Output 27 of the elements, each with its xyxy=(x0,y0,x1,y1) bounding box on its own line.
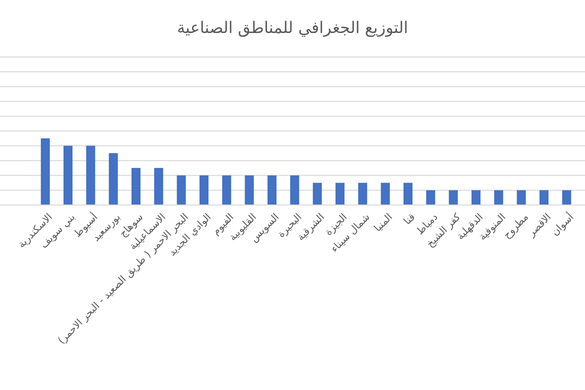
bar xyxy=(154,168,164,205)
bar xyxy=(494,190,504,205)
bar xyxy=(358,182,368,205)
bar xyxy=(244,175,254,205)
bar xyxy=(290,175,300,205)
bar xyxy=(380,182,390,205)
bar xyxy=(108,153,118,205)
bar xyxy=(132,168,140,205)
bar xyxy=(64,146,72,205)
chart-title: التوزيع الجغرافي للمناطق الصناعية xyxy=(176,18,408,37)
bar xyxy=(200,175,208,205)
x-tick-label: قنا xyxy=(402,212,418,228)
x-tick-label: المنيا xyxy=(372,212,395,234)
bar xyxy=(540,190,548,205)
bar xyxy=(40,138,50,205)
bar xyxy=(86,146,96,205)
bar xyxy=(448,190,458,205)
bar xyxy=(268,175,276,205)
bar xyxy=(176,175,186,205)
bar xyxy=(404,182,412,205)
bar xyxy=(562,190,572,205)
bar xyxy=(426,190,436,205)
bar xyxy=(516,190,526,205)
bar xyxy=(222,175,232,205)
bar xyxy=(472,190,480,205)
bar xyxy=(336,182,344,205)
bar xyxy=(312,182,322,205)
